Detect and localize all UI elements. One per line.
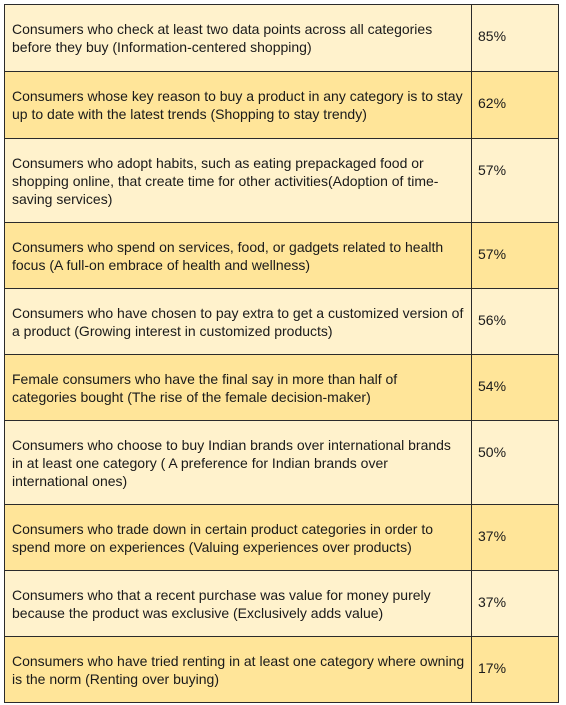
row-description: Consumers whose key reason to buy a prod… <box>4 71 472 139</box>
row-description: Consumers who trade down in certain prod… <box>4 504 472 571</box>
row-description: Consumers who have chosen to pay extra t… <box>4 288 472 355</box>
table-row: Consumers who have chosen to pay extra t… <box>4 288 559 355</box>
table-row: Consumers who trade down in certain prod… <box>4 504 559 571</box>
row-percent: 85% <box>471 4 559 72</box>
table-row: Female consumers who have the final say … <box>4 354 559 421</box>
row-percent: 56% <box>471 288 559 355</box>
row-percent: 37% <box>471 504 559 571</box>
row-description: Consumers who have tried renting in at l… <box>4 636 472 703</box>
row-description: Consumers who adopt habits, such as eati… <box>4 138 472 223</box>
row-description: Consumers who spend on services, food, o… <box>4 222 472 289</box>
row-percent: 37% <box>471 570 559 637</box>
table-row: Consumers who adopt habits, such as eati… <box>4 138 559 223</box>
table-row: Consumers whose key reason to buy a prod… <box>4 71 559 139</box>
row-description: Consumers who choose to buy Indian brand… <box>4 420 472 505</box>
row-description: Female consumers who have the final say … <box>4 354 472 421</box>
row-percent: 50% <box>471 420 559 505</box>
row-description: Consumers who check at least two data po… <box>4 4 472 72</box>
table-row: Consumers who check at least two data po… <box>4 4 559 72</box>
row-percent: 54% <box>471 354 559 421</box>
row-percent: 17% <box>471 636 559 703</box>
row-percent: 57% <box>471 138 559 223</box>
row-description: Consumers who that a recent purchase was… <box>4 570 472 637</box>
table-row: Consumers who that a recent purchase was… <box>4 570 559 637</box>
table-row: Consumers who spend on services, food, o… <box>4 222 559 289</box>
table-row: Consumers who choose to buy Indian brand… <box>4 420 559 505</box>
row-percent: 62% <box>471 71 559 139</box>
table-row: Consumers who have tried renting in at l… <box>4 636 559 703</box>
row-percent: 57% <box>471 222 559 289</box>
consumer-trends-table: Consumers who check at least two data po… <box>4 4 559 703</box>
